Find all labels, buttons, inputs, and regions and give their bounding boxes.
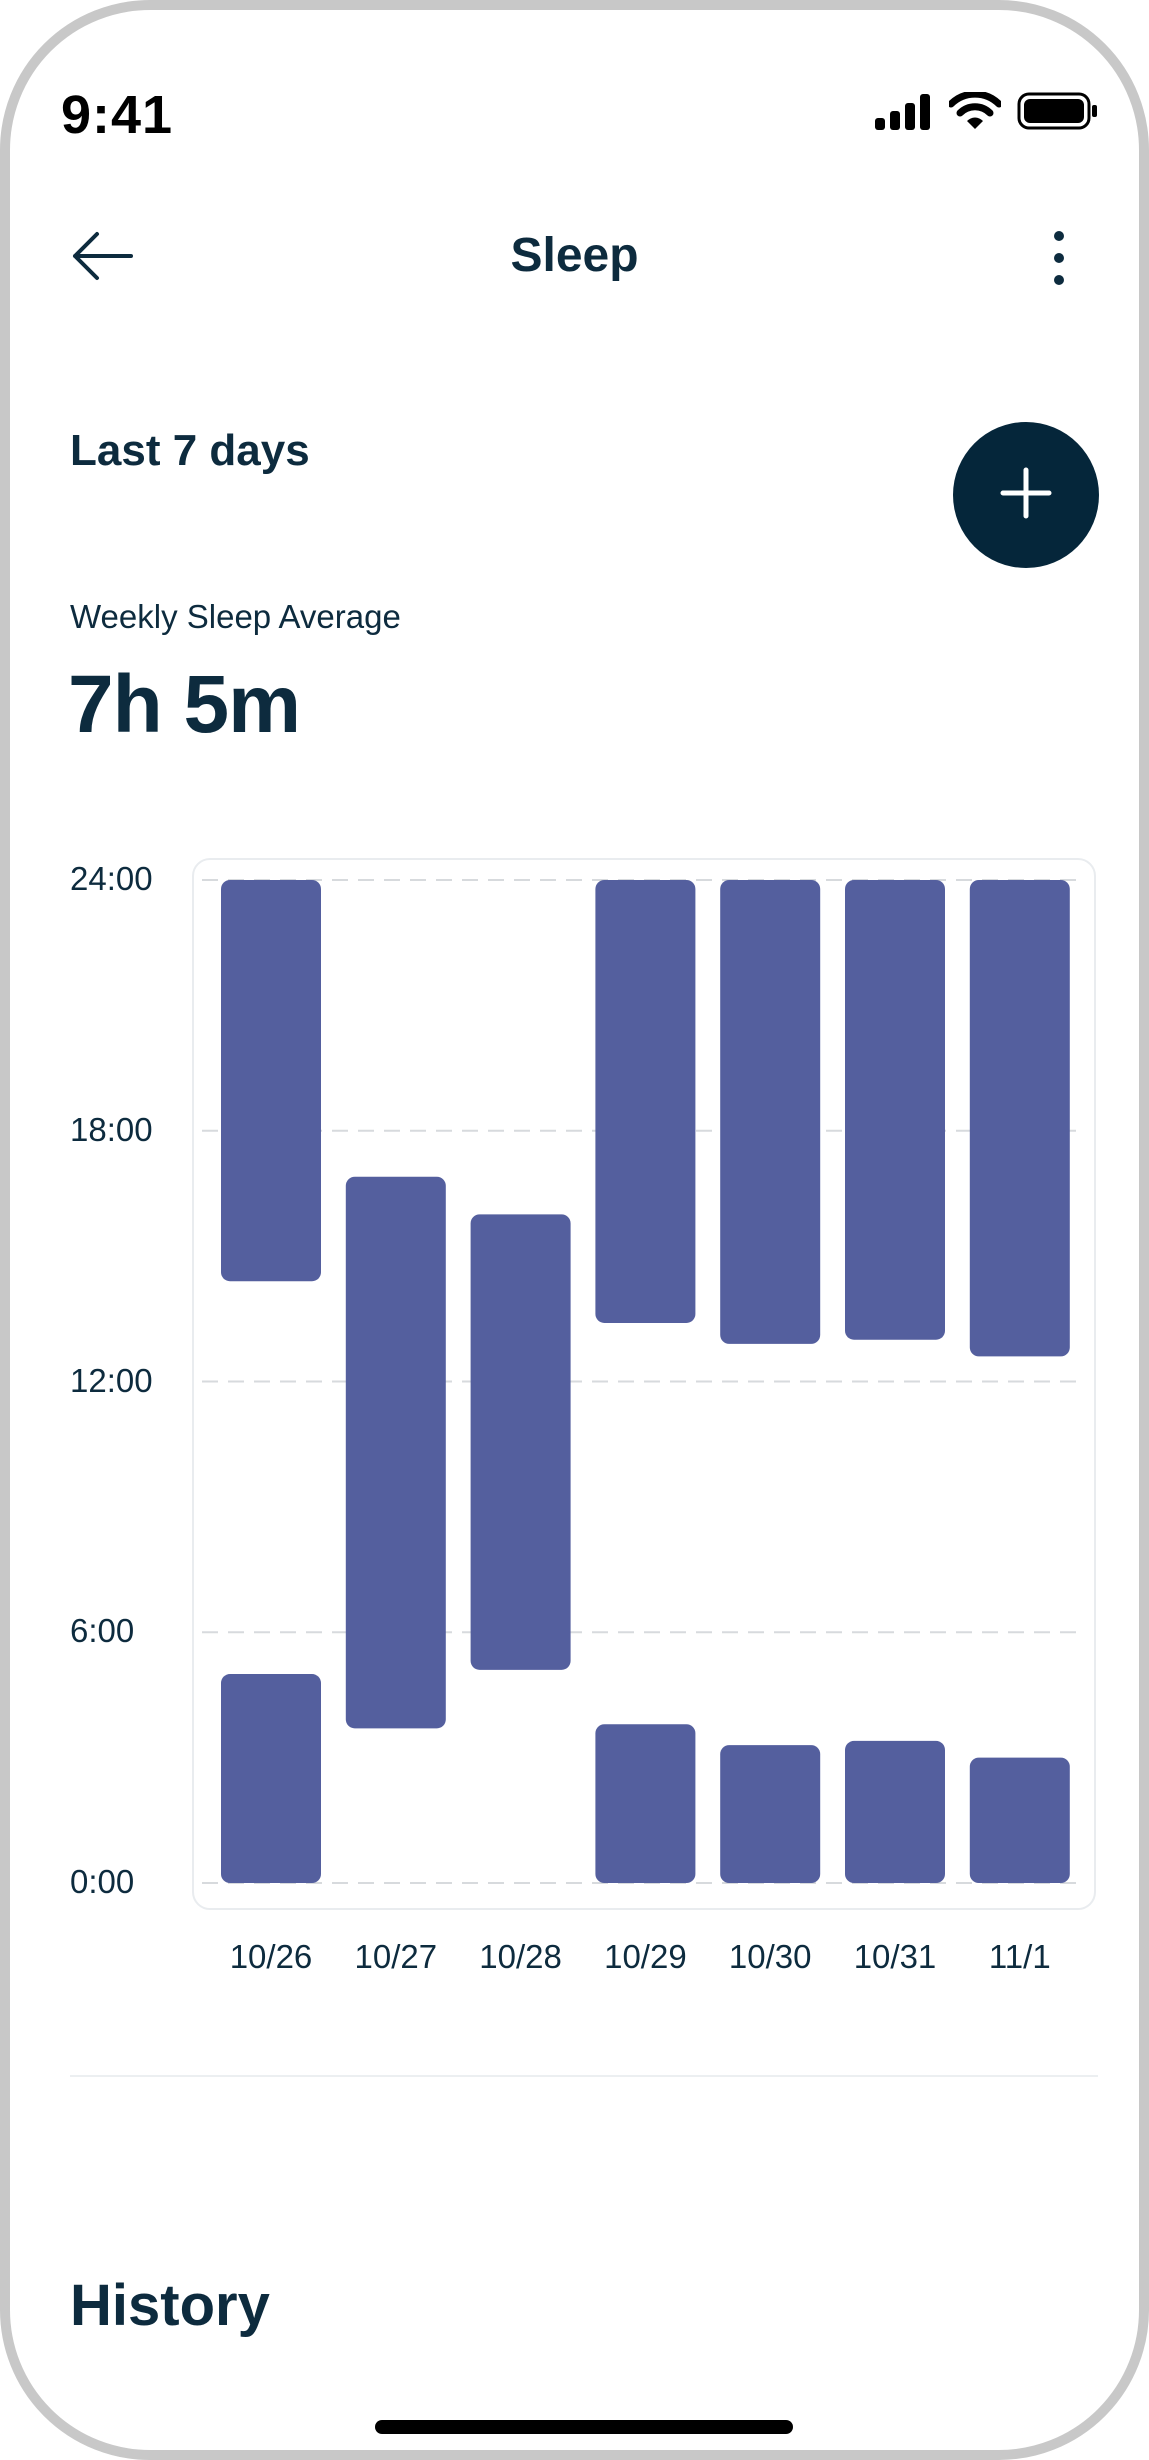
status-icons: [875, 90, 1099, 135]
sleep-bar[interactable]: [845, 1740, 945, 1883]
page-title: Sleep: [510, 229, 639, 282]
y-tick-label: 12:00: [70, 1361, 153, 1399]
sleep-bar[interactable]: [845, 880, 945, 1340]
home-indicator[interactable]: [375, 2420, 793, 2434]
chart-plot: [202, 879, 1086, 1884]
cellular-signal-icon: [875, 94, 933, 135]
status-time: 9:41: [61, 85, 174, 145]
status-bar: 9:41: [10, 10, 1139, 210]
add-sleep-button[interactable]: [953, 422, 1099, 568]
sleep-chart: 0:00 6:00 12:00 18:00 24:00 10/26 10/27 10/28 10…: [10, 850, 1139, 1990]
section-divider: [70, 2075, 1098, 2077]
weekly-average-value: 7h 5m: [68, 659, 301, 750]
sleep-bar[interactable]: [595, 1724, 696, 1883]
y-tick-label: 18:00: [70, 1110, 153, 1148]
sleep-bar[interactable]: [720, 1745, 821, 1883]
sleep-bar[interactable]: [470, 1214, 571, 1670]
sleep-bar[interactable]: [595, 880, 696, 1323]
sleep-bar[interactable]: [720, 880, 821, 1344]
sleep-bar[interactable]: [969, 1757, 1070, 1883]
x-tick-label: 10/27: [354, 1938, 438, 1975]
sleep-bar[interactable]: [969, 880, 1070, 1357]
chart-frame: [192, 858, 1096, 1910]
back-button[interactable]: [62, 227, 142, 289]
sleep-bar[interactable]: [345, 1176, 446, 1729]
x-tick-label: 10/29: [604, 1938, 687, 1975]
arrow-left-icon: [71, 231, 133, 286]
y-tick-label: 0:00: [70, 1863, 135, 1900]
y-tick-label: 6:00: [70, 1612, 135, 1650]
more-options-button[interactable]: [1029, 225, 1089, 295]
x-tick-label: 10/31: [853, 1938, 937, 1975]
period-label: Last 7 days: [70, 426, 310, 475]
history-heading: History: [70, 2273, 270, 2338]
y-tick-label: 24:00: [70, 860, 153, 897]
x-tick-label: 10/30: [728, 1938, 812, 1975]
more-vertical-icon: [1053, 230, 1065, 291]
navigation-bar: Sleep: [10, 210, 1139, 310]
sleep-bar[interactable]: [221, 880, 321, 1282]
x-tick-label: 11/1: [988, 1938, 1051, 1975]
weekly-average-label: Weekly Sleep Average: [70, 598, 401, 635]
sleep-bar[interactable]: [221, 1674, 321, 1883]
wifi-icon: [947, 90, 1003, 135]
plus-icon: [1000, 467, 1052, 524]
x-tick-label: 10/28: [479, 1938, 562, 1975]
battery-icon: [1017, 92, 1099, 135]
x-tick-label: 10/26: [229, 1938, 313, 1975]
